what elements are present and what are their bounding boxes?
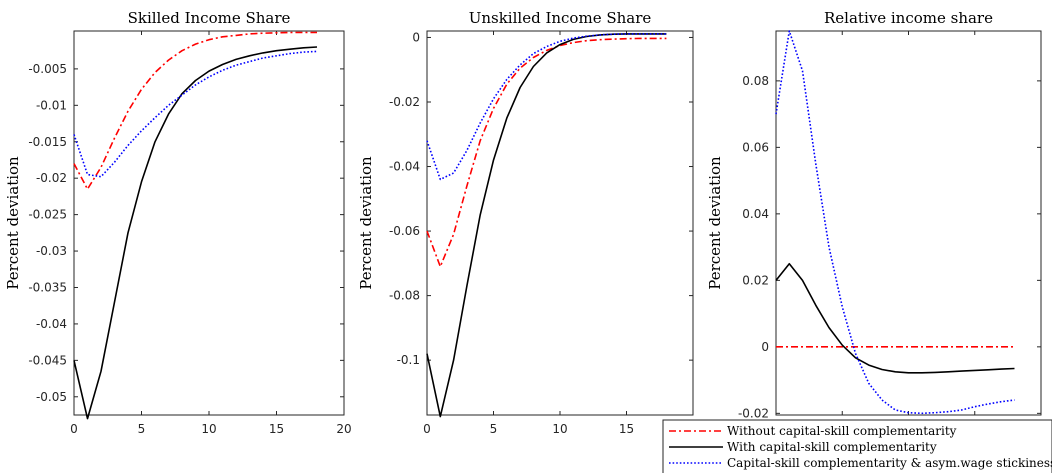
- y-tick-label: 0.02: [742, 273, 769, 287]
- y-tick-label: -0.025: [28, 208, 67, 222]
- y-axis-label: Percent deviation: [357, 156, 375, 290]
- x-tick-label: 10: [201, 422, 216, 436]
- panel-unskilled-income-share: 051015200-0.02-0.04-0.06-0.08-0.1Unskill…: [357, 9, 701, 436]
- y-tick-label: 0.06: [742, 140, 769, 154]
- series-line-csc-asym-wage: [775, 30, 1015, 415]
- y-tick-label: -0.03: [36, 244, 67, 258]
- panel-title: Skilled Income Share: [128, 9, 291, 27]
- series-line-without-csc: [73, 31, 317, 190]
- y-tick-label: -0.02: [389, 95, 420, 109]
- y-tick-label: -0.04: [36, 317, 67, 331]
- series-line-with-csc: [73, 46, 318, 420]
- panel-title: Relative income share: [824, 9, 993, 27]
- y-tick-label: 0.04: [742, 207, 769, 221]
- x-tick-label: 0: [70, 422, 78, 436]
- y-tick-label: -0.045: [28, 353, 67, 367]
- x-tick-label: 15: [619, 422, 634, 436]
- y-tick-label: -0.08: [389, 289, 420, 303]
- y-tick-label: -0.05: [36, 390, 67, 404]
- y-tick-label: -0.02: [36, 171, 67, 185]
- x-tick-label: 0: [423, 422, 431, 436]
- series-line-without-csc: [426, 37, 667, 268]
- y-tick-label: -0.035: [28, 280, 67, 294]
- series-line-with-csc: [426, 33, 667, 418]
- y-tick-label: -0.005: [28, 62, 67, 76]
- x-tick-label: 5: [490, 422, 498, 436]
- series-line-with-csc: [775, 262, 1015, 374]
- y-tick-label: -0.015: [28, 135, 67, 149]
- legend-label-without-csc: Without capital-skill complementarity: [727, 424, 957, 438]
- panel-skilled-income-share: 0 5 10 15 20 -0.005 -0.01 -0.015 -0.02 -0.025 -0.0…: [4, 9, 352, 436]
- x-tick-label: 15: [269, 422, 284, 436]
- legend-label-csc-asym-wage: Capital-skill complementarity & asym.wag…: [727, 456, 1052, 470]
- y-tick-label: -0.06: [389, 224, 420, 238]
- y-tick-label: 0.08: [742, 74, 769, 88]
- x-tick-label: 20: [336, 422, 351, 436]
- y-tick-label: -0.1: [397, 353, 420, 367]
- x-tick-label: 10: [552, 422, 567, 436]
- plot-area: [775, 30, 1042, 416]
- x-tick-label: 5: [138, 422, 146, 436]
- panel-title: Unskilled Income Share: [469, 9, 652, 27]
- plot-area: [426, 30, 694, 416]
- plot-area: [73, 30, 345, 416]
- y-tick-label: 0: [761, 340, 769, 354]
- y-tick-label: -0.02: [738, 406, 769, 420]
- legend-box: [662, 419, 1052, 473]
- y-tick-label: -0.01: [36, 98, 67, 112]
- y-tick-label: 0: [412, 30, 420, 44]
- y-tick-label: -0.04: [389, 160, 420, 174]
- y-axis-label: Percent deviation: [706, 156, 724, 290]
- y-axis-label: Percent deviation: [4, 156, 22, 290]
- legend: Without capital-skill complementarity Wit…: [662, 419, 1052, 473]
- series-line-csc-asym-wage: [73, 50, 318, 178]
- legend-label-with-csc: With capital-skill complementarity: [727, 440, 937, 454]
